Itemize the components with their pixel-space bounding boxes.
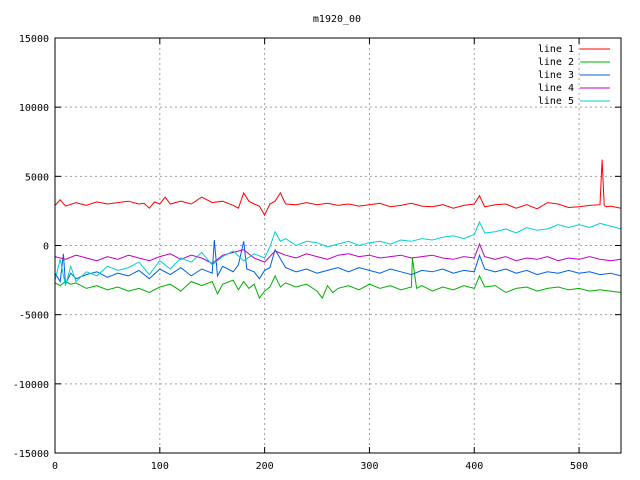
x-tick-label: 0: [52, 461, 58, 472]
y-tick-label: 15000: [19, 34, 49, 45]
y-tick-label: -10000: [13, 380, 49, 391]
y-tick-label: 10000: [19, 103, 49, 114]
axis-ticks: 0 100 200 300 400 500 -15000 -10000 -5000 0 5000 10…: [13, 34, 621, 472]
legend-label: line 4: [538, 83, 574, 94]
grid-lines: [55, 38, 621, 453]
legend: line 1 line 2 line 3 line 4 line 5: [538, 44, 610, 107]
series-line-3: [54, 239, 622, 287]
legend-label: line 2: [538, 57, 574, 68]
chart-title: m1920_00: [313, 14, 361, 25]
x-tick-label: 300: [360, 461, 378, 472]
series-layer: [54, 159, 622, 300]
y-tick-label: -5000: [19, 311, 49, 322]
legend-label: line 1: [538, 44, 574, 55]
legend-label: line 5: [538, 96, 574, 107]
y-tick-label: -15000: [13, 449, 49, 460]
x-tick-label: 100: [151, 461, 169, 472]
x-tick-label: 200: [256, 461, 274, 472]
y-tick-label: 0: [43, 242, 49, 253]
series-line-1: [54, 159, 622, 217]
legend-label: line 3: [538, 70, 574, 81]
x-tick-label: 400: [465, 461, 483, 472]
series-line-5: [54, 220, 622, 286]
y-tick-label: 5000: [25, 172, 49, 183]
x-tick-label: 500: [570, 461, 588, 472]
series-line-4: [54, 242, 622, 265]
series-line-2: [54, 257, 622, 300]
